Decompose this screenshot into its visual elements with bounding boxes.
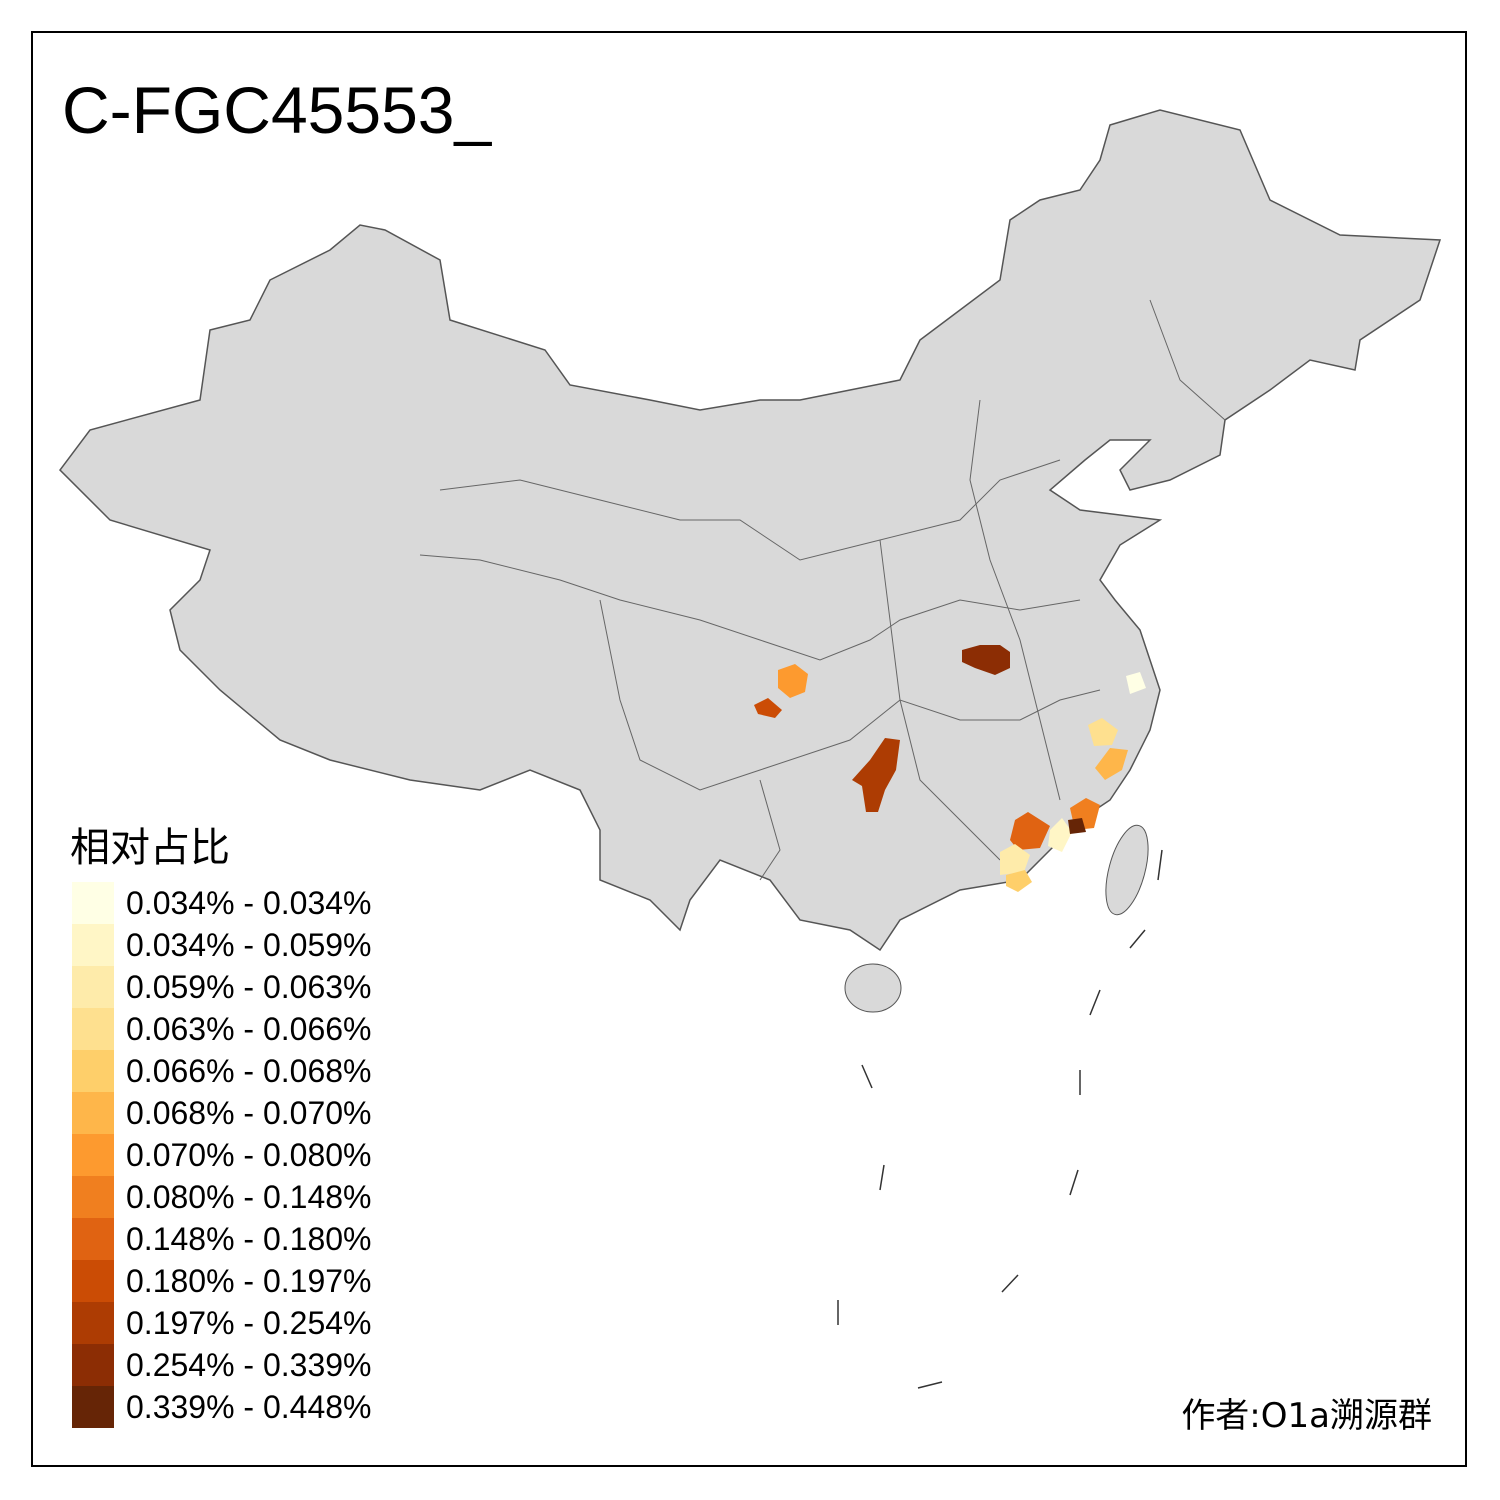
- region-guangdong-b: [1006, 870, 1032, 892]
- legend-item: 0.034% - 0.034%: [72, 882, 372, 924]
- legend-item: 0.180% - 0.197%: [72, 1260, 372, 1302]
- highlighted-regions: [754, 645, 1146, 892]
- legend-label: 0.034% - 0.034%: [126, 885, 372, 921]
- legend-swatch: [72, 1176, 114, 1218]
- legend-label: 0.063% - 0.066%: [126, 1011, 372, 1047]
- region-guizhou-hunan: [852, 738, 900, 812]
- legend-label: 0.034% - 0.059%: [126, 927, 372, 963]
- legend-swatch: [72, 966, 114, 1008]
- south-china-sea-islands: [837, 849, 1163, 1389]
- legend: 0.034% - 0.034% 0.034% - 0.059% 0.059% - 0…: [72, 882, 372, 1428]
- taiwan-island: [1105, 824, 1149, 916]
- legend-item: 0.068% - 0.070%: [72, 1092, 372, 1134]
- legend-title: 相对占比: [70, 825, 230, 871]
- hainan-island: [844, 963, 902, 1013]
- legend-item: 0.254% - 0.339%: [72, 1344, 372, 1386]
- region-zhejiang-b: [1095, 748, 1128, 780]
- legend-swatch: [72, 1008, 114, 1050]
- region-fujian-c: [1048, 818, 1072, 852]
- legend-label: 0.070% - 0.080%: [126, 1137, 372, 1173]
- legend-swatch: [72, 1344, 114, 1386]
- legend-label: 0.180% - 0.197%: [126, 1263, 372, 1299]
- legend-item: 0.339% - 0.448%: [72, 1386, 372, 1428]
- legend-swatch: [72, 1134, 114, 1176]
- legend-swatch: [72, 1302, 114, 1344]
- region-henan: [962, 645, 1010, 675]
- region-shanghai: [1126, 672, 1146, 694]
- legend-item: 0.034% - 0.059%: [72, 924, 372, 966]
- china-mainland: [59, 109, 1442, 952]
- region-zhejiang-a: [1088, 718, 1118, 746]
- map-title: C-FGC45553_: [62, 73, 492, 147]
- legend-swatch: [72, 1386, 114, 1428]
- legend-label: 0.148% - 0.180%: [126, 1221, 372, 1257]
- legend-swatch: [72, 1218, 114, 1260]
- legend-label: 0.197% - 0.254%: [126, 1305, 372, 1341]
- legend-swatch: [72, 1092, 114, 1134]
- legend-item: 0.148% - 0.180%: [72, 1218, 372, 1260]
- map-frame: [31, 31, 1467, 1467]
- legend-label: 0.080% - 0.148%: [126, 1179, 372, 1215]
- province-borders: [419, 299, 1226, 881]
- region-sichuan-a: [778, 664, 808, 698]
- legend-swatch: [72, 1050, 114, 1092]
- region-fujian-b: [1010, 812, 1050, 850]
- legend-swatch: [72, 1260, 114, 1302]
- region-fujian-d: [1068, 818, 1086, 834]
- legend-label: 0.068% - 0.070%: [126, 1095, 372, 1131]
- region-guangdong-a: [1000, 844, 1030, 875]
- region-sichuan-b: [754, 698, 782, 718]
- legend-label: 0.254% - 0.339%: [126, 1347, 372, 1383]
- legend-item: 0.066% - 0.068%: [72, 1050, 372, 1092]
- author-credit: 作者:O1a溯源群: [1181, 1396, 1432, 1436]
- legend-label: 0.059% - 0.063%: [126, 969, 372, 1005]
- legend-label: 0.066% - 0.068%: [126, 1053, 372, 1089]
- legend-label: 0.339% - 0.448%: [126, 1389, 372, 1425]
- legend-item: 0.059% - 0.063%: [72, 966, 372, 1008]
- legend-swatch: [72, 882, 114, 924]
- legend-swatch: [72, 924, 114, 966]
- legend-item: 0.063% - 0.066%: [72, 1008, 372, 1050]
- legend-item: 0.070% - 0.080%: [72, 1134, 372, 1176]
- legend-item: 0.197% - 0.254%: [72, 1302, 372, 1344]
- legend-item: 0.080% - 0.148%: [72, 1176, 372, 1218]
